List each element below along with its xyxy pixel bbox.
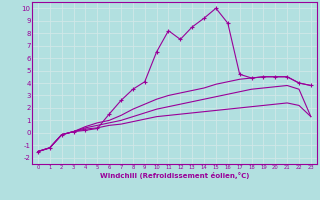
X-axis label: Windchill (Refroidissement éolien,°C): Windchill (Refroidissement éolien,°C): [100, 172, 249, 179]
